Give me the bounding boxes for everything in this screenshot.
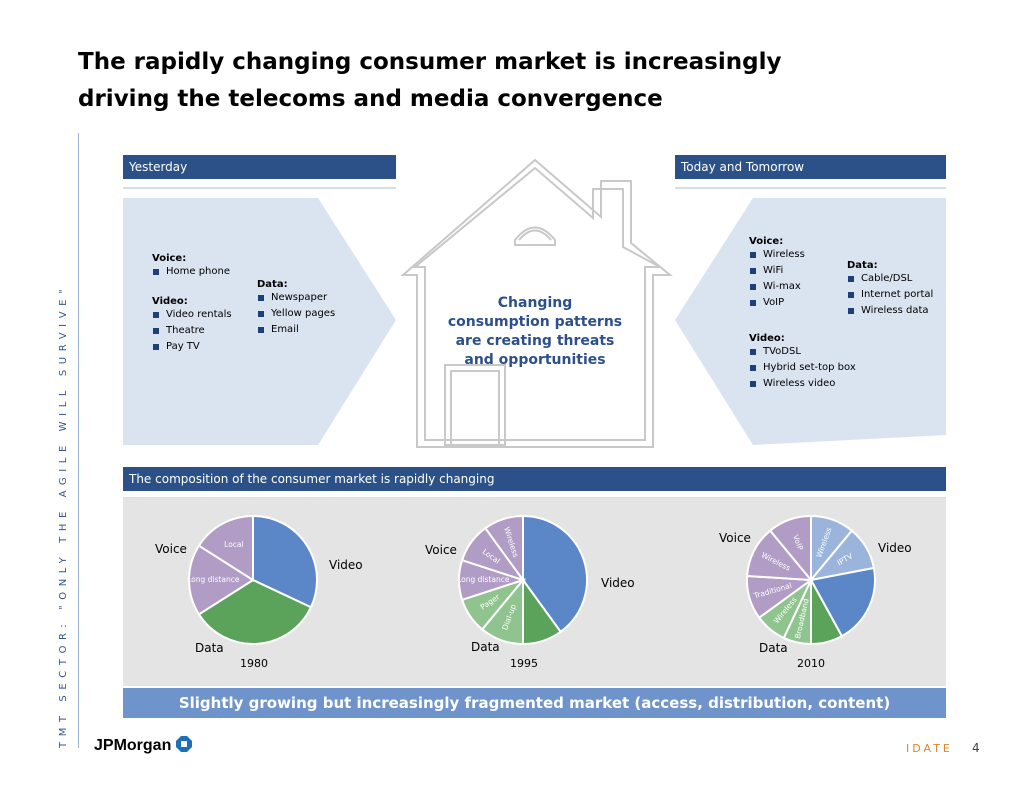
list-item: TVoDSL xyxy=(749,344,856,360)
pie2-year: 1995 xyxy=(510,657,538,670)
list-item: Internet portal xyxy=(847,287,933,303)
yesterday-voice-section: Voice: Home phone xyxy=(152,253,230,280)
composition-header-frame: The composition of the consumer market i… xyxy=(123,467,946,499)
page-title-line1: The rapidly changing consumer market is … xyxy=(78,49,782,75)
pie3-data-label: Data xyxy=(759,641,788,655)
list-item: Home phone xyxy=(152,264,230,280)
yesterday-data-label: Data: xyxy=(257,279,288,290)
yesterday-arrow-shape xyxy=(123,198,396,445)
today-voice-list: Wireless WiFi Wi-max VoIP xyxy=(749,247,805,311)
brand-label: IDATE xyxy=(906,742,953,755)
pie1-year: 1980 xyxy=(240,657,268,670)
list-item: Newspaper xyxy=(257,290,335,306)
list-item: Video rentals xyxy=(152,307,232,323)
pie2-slice-0 xyxy=(522,514,588,634)
page-title-line2: driving the telecoms and media convergen… xyxy=(78,86,663,112)
today-header-frame: Today and Tomorrow xyxy=(675,155,946,189)
today-voice-label: Voice: xyxy=(749,236,784,247)
bottom-banner: Slightly growing but increasingly fragme… xyxy=(123,688,946,718)
pie1-slice-label-2: Long distance xyxy=(187,575,240,584)
today-data-label: Data: xyxy=(847,260,878,271)
today-video-section: Video: TVoDSL Hybrid set-top box Wireles… xyxy=(749,333,856,392)
today-video-label: Video: xyxy=(749,333,785,344)
list-item: Pay TV xyxy=(152,339,232,355)
yesterday-video-section: Video: Video rentals Theatre Pay TV xyxy=(152,296,232,355)
pie3-year: 2010 xyxy=(797,657,825,670)
list-item: VoIP xyxy=(749,295,805,311)
list-item: Cable/DSL xyxy=(847,271,933,287)
today-arrow-shape xyxy=(675,198,946,445)
page-number: 4 xyxy=(972,741,980,755)
pie2-slice-label-4: Long distance xyxy=(457,575,510,584)
list-item: Wi-max xyxy=(749,279,805,295)
list-item: Yellow pages xyxy=(257,306,335,322)
yesterday-voice-list: Home phone xyxy=(152,264,230,280)
yesterday-video-list: Video rentals Theatre Pay TV xyxy=(152,307,232,355)
pie2-video-label: Video xyxy=(601,576,635,590)
pie1-slice-0 xyxy=(252,514,318,609)
list-item: Email xyxy=(257,322,335,338)
list-item: Theatre xyxy=(152,323,232,339)
yesterday-header: Yesterday xyxy=(123,155,396,179)
today-voice-section: Voice: Wireless WiFi Wi-max VoIP xyxy=(749,236,805,311)
sidebar-tagline: TMT SECTOR: "ONLY THE AGILE WILL SURVIVE… xyxy=(58,283,69,748)
pie1-slice-label-3: Local xyxy=(224,540,243,549)
yesterday-video-label: Video: xyxy=(152,296,188,307)
logo-text: JPMorgan xyxy=(94,737,172,754)
today-header: Today and Tomorrow xyxy=(675,155,946,179)
yesterday-voice-label: Voice: xyxy=(152,253,187,264)
list-item: WiFi xyxy=(749,263,805,279)
list-item: Wireless xyxy=(749,247,805,263)
yesterday-data-section: Data: Newspaper Yellow pages Email xyxy=(257,279,335,338)
pie3-voice-label: Voice xyxy=(719,531,751,545)
composition-header: The composition of the consumer market i… xyxy=(123,467,946,491)
pie1-video-label: Video xyxy=(329,558,363,572)
today-data-list: Cable/DSL Internet portal Wireless data xyxy=(847,271,933,319)
page-title: The rapidly changing consumer market is … xyxy=(78,44,838,118)
octagon-logo-icon xyxy=(175,736,192,752)
today-video-list: TVoDSL Hybrid set-top box Wireless video xyxy=(749,344,856,392)
pie2-voice-label: Voice xyxy=(425,543,457,557)
list-item: Hybrid set-top box xyxy=(749,360,856,376)
house-caption: Changing consumption patterns are creati… xyxy=(447,295,623,368)
house-outline xyxy=(400,158,673,448)
list-item: Wireless video xyxy=(749,376,856,392)
pie2-data-label: Data xyxy=(471,640,500,654)
pie1-slice-2 xyxy=(188,544,255,616)
vertical-divider xyxy=(78,133,79,748)
pie1-data-label: Data xyxy=(195,641,224,655)
list-item: Wireless data xyxy=(847,303,933,319)
pie3-video-label: Video xyxy=(878,541,912,555)
pie1-voice-label: Voice xyxy=(155,542,187,556)
pie3-slice-2 xyxy=(809,566,876,638)
yesterday-header-frame: Yesterday xyxy=(123,155,396,189)
pie1-slice-3 xyxy=(197,514,254,582)
yesterday-data-list: Newspaper Yellow pages Email xyxy=(257,290,335,338)
pie1-slice-1 xyxy=(197,578,313,645)
pie3-slice-8 xyxy=(768,514,812,583)
pie2-slice-6 xyxy=(483,514,524,584)
jpmorgan-logo: JPMorgan xyxy=(94,736,192,755)
today-data-section: Data: Cable/DSL Internet portal Wireless… xyxy=(847,260,933,319)
